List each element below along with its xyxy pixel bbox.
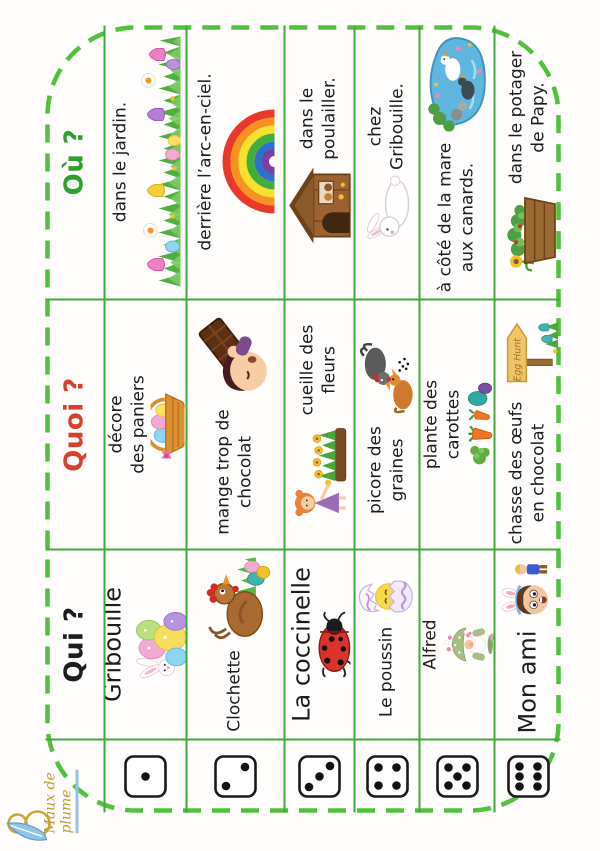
- ou-text-3: dans le poulailler.: [297, 76, 339, 160]
- cell-qui-1: Gribouille: [103, 550, 185, 740]
- quoi-text-2: mange trop de chocolat: [213, 408, 255, 535]
- cell-qui-4: Le poussin: [353, 550, 418, 740]
- cell-qui-6: Mon ami: [493, 550, 560, 740]
- ladybug-icon: [317, 610, 350, 678]
- die-3-icon: [297, 754, 341, 798]
- die-6-icon: [506, 754, 549, 798]
- quoi-text-3: cueille des fleurs: [297, 324, 339, 415]
- boy-eating-chocolate-icon: [198, 316, 267, 391]
- game-table: Qui ? Quoi ? Où ? Gribouille: [45, 25, 560, 812]
- ou-text-1: dans le jardin.: [109, 101, 130, 222]
- cell-quoi-2: mange trop de chocolat: [185, 300, 283, 550]
- easter-basket-icon: [150, 392, 185, 458]
- ou-text-5: à côté de la mare aux canards.: [434, 142, 477, 292]
- header-ou-label: Où ?: [59, 128, 89, 195]
- cell-quoi-3: cueille des fleurs: [283, 300, 353, 550]
- ou-text-2: derrière l’arc-en-ciel.: [194, 72, 215, 251]
- cell-die-2: [185, 740, 283, 812]
- qui-name-2: Clochette: [224, 649, 245, 732]
- cell-qui-2: Clochette: [185, 550, 283, 740]
- carrots-and-eggs-icon: [467, 382, 492, 464]
- cell-ou-2: derrière l’arc-en-ciel.: [185, 25, 283, 300]
- header-ou: Où ?: [45, 25, 103, 300]
- duck-pond-icon: [427, 37, 485, 132]
- cell-quoi-1: décore des paniers: [103, 300, 185, 550]
- ou-text-6: dans le potager de Papy.: [505, 50, 548, 184]
- cell-qui-5: Alfred: [418, 550, 493, 740]
- raised-garden-bed-icon: [506, 196, 555, 271]
- chick-in-egg-icon: [357, 580, 412, 613]
- cell-ou-5: à côté de la mare aux canards.: [418, 25, 493, 300]
- qui-name-6: Mon ami: [513, 630, 542, 733]
- cell-qui-3: La coccinelle: [283, 550, 353, 740]
- girl-picking-flowers-icon: [294, 427, 346, 516]
- bunny-behind-eggs-icon: [135, 611, 185, 678]
- cell-ou-4: chez Gribouille.: [353, 25, 418, 300]
- white-rabbit-icon: [365, 175, 409, 239]
- cell-die-1: [103, 740, 185, 812]
- cell-die-6: [493, 740, 560, 812]
- qui-name-1: Gribouille: [103, 586, 127, 702]
- qui-name-3: La coccinelle: [287, 566, 316, 722]
- quoi-text-1: décore des paniers: [105, 374, 148, 474]
- cell-corner-empty: [45, 740, 103, 812]
- cell-quoi-6: chasse des œufs en chocolat Egg Hunt: [493, 300, 560, 550]
- publisher-logo: Maux de plume: [2, 727, 78, 847]
- chickens-pecking-icon: [358, 342, 412, 413]
- qui-name-5: Alfred: [420, 618, 441, 670]
- cell-quoi-5: plante des carottes: [418, 300, 493, 550]
- qui-name-4: Le poussin: [375, 626, 396, 717]
- cell-quoi-4: picore des graines: [353, 300, 418, 550]
- cell-die-3: [283, 740, 353, 812]
- easter-garden-border-icon: [140, 36, 181, 287]
- cell-die-5: [418, 740, 493, 812]
- cell-die-4: [353, 740, 418, 812]
- egg-hunt-sign-icon: Egg Hunt: [505, 322, 558, 382]
- hen-with-eggs-icon: [206, 556, 270, 639]
- chicken-coop-icon: [288, 167, 351, 244]
- die-4-icon: [365, 754, 408, 798]
- ou-text-4: chez Gribouille.: [364, 82, 407, 170]
- die-2-icon: [213, 754, 257, 798]
- header-quoi: Quoi ?: [45, 300, 103, 550]
- header-qui: Qui ?: [45, 550, 103, 740]
- quoi-text-5: plante des carottes: [421, 379, 463, 469]
- rainbow-icon: [222, 109, 275, 214]
- cell-ou-3: dans le poulailler.: [283, 25, 353, 300]
- header-qui-label: Qui ?: [59, 605, 89, 683]
- kid-with-bunny-ears-icon: [500, 563, 548, 615]
- gnome-icon: [443, 627, 493, 661]
- cell-ou-6: dans le potager de Papy.: [493, 25, 560, 300]
- die-1-icon: [123, 754, 167, 798]
- quoi-text-4: picore des graines: [364, 425, 407, 514]
- cell-ou-1: dans le jardin.: [103, 25, 185, 300]
- egg-hunt-sign-label: Egg Hunt: [512, 338, 523, 382]
- die-5-icon: [435, 754, 478, 798]
- header-quoi-label: Quoi ?: [59, 376, 89, 472]
- quoi-text-6: chasse des œufs en chocolat: [505, 401, 548, 544]
- feather-infinity-logo-icon: [5, 809, 51, 841]
